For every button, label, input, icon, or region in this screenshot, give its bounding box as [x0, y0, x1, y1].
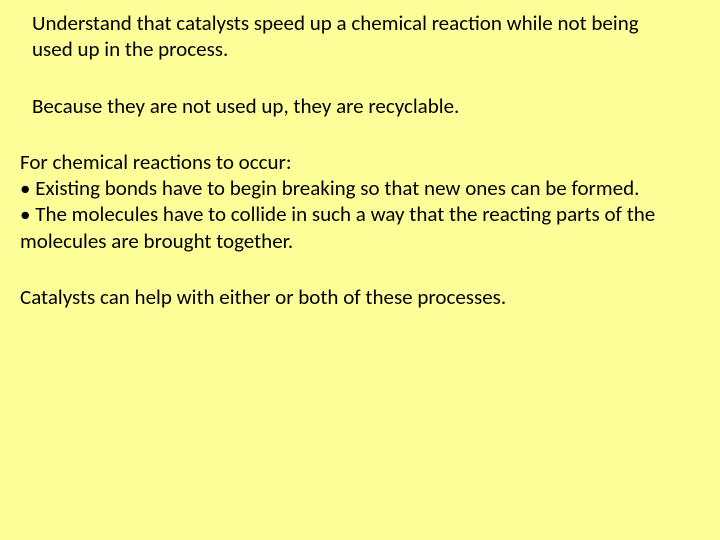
paragraph-1: Understand that catalysts speed up a che… — [20, 10, 700, 63]
paragraph-2: Because they are not used up, they are r… — [20, 93, 700, 119]
para3-bullet-1: • Existing bonds have to begin breaking … — [20, 175, 690, 201]
para2-text: Because they are not used up, they are r… — [32, 93, 459, 119]
paragraph-4: Catalysts can help with either or both o… — [20, 284, 700, 310]
para3-intro: For chemical reactions to occur: — [20, 149, 690, 175]
para3-bullet-2: • The molecules have to collide in such … — [20, 201, 690, 254]
paragraph-3: For chemical reactions to occur: • Exist… — [20, 149, 700, 254]
para1-text: Understand that catalysts speed up a che… — [32, 10, 639, 62]
para4-text: Catalysts can help with either or both o… — [20, 284, 506, 310]
